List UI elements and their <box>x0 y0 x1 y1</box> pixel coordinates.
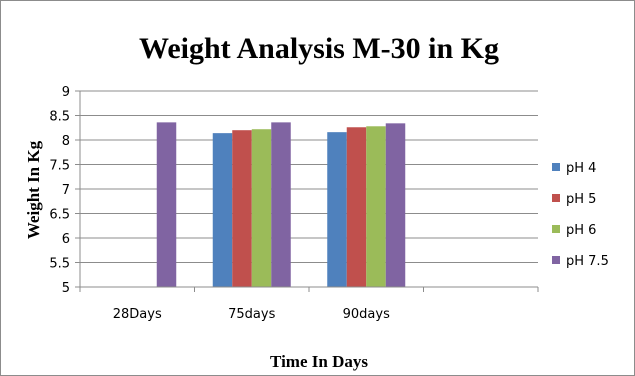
bar <box>327 132 347 287</box>
x-tick-label: 90days <box>343 307 390 322</box>
bar <box>251 129 272 287</box>
y-axis-title: Weight In Kg <box>24 140 43 239</box>
legend-label: pH 6 <box>566 223 596 238</box>
y-tick-label: 5 <box>62 281 70 296</box>
x-axis-title: Time In Days <box>270 352 368 371</box>
gridlines <box>80 90 538 288</box>
bar <box>366 126 386 287</box>
bar <box>385 123 406 287</box>
legend-swatch <box>552 194 560 202</box>
x-tick-labels: 28Days 75days 90days <box>113 307 390 322</box>
bar <box>156 122 177 287</box>
y-tick-label: 9 <box>62 85 70 100</box>
y-tick-labels: 5 5.5 6 6.5 7 7.5 8 8.5 9 <box>49 85 70 296</box>
y-tick-label: 6.5 <box>49 208 70 223</box>
legend: pH 4 pH 5 pH 6 pH 7.5 <box>552 161 609 269</box>
legend-swatch <box>552 225 560 233</box>
chart-title: Weight Analysis M-30 in Kg <box>139 32 499 65</box>
y-tick-label: 8.5 <box>49 110 70 125</box>
axes <box>75 90 539 292</box>
bar <box>271 122 291 287</box>
legend-swatch <box>552 163 560 171</box>
bar <box>212 133 233 287</box>
y-tick-label: 7 <box>62 183 70 198</box>
y-tick-label: 8 <box>62 134 70 149</box>
y-tick-label: 5.5 <box>49 257 70 272</box>
legend-label: pH 7.5 <box>566 254 609 269</box>
x-tick-label: 28Days <box>113 307 162 322</box>
bar <box>346 127 367 287</box>
y-tick-label: 6 <box>62 232 70 247</box>
legend-swatch <box>552 256 560 264</box>
bar <box>232 130 252 287</box>
bars <box>156 122 406 287</box>
legend-label: pH 4 <box>566 161 596 176</box>
y-tick-label: 7.5 <box>49 159 70 174</box>
legend-label: pH 5 <box>566 192 596 207</box>
x-tick-label: 75days <box>228 307 275 322</box>
